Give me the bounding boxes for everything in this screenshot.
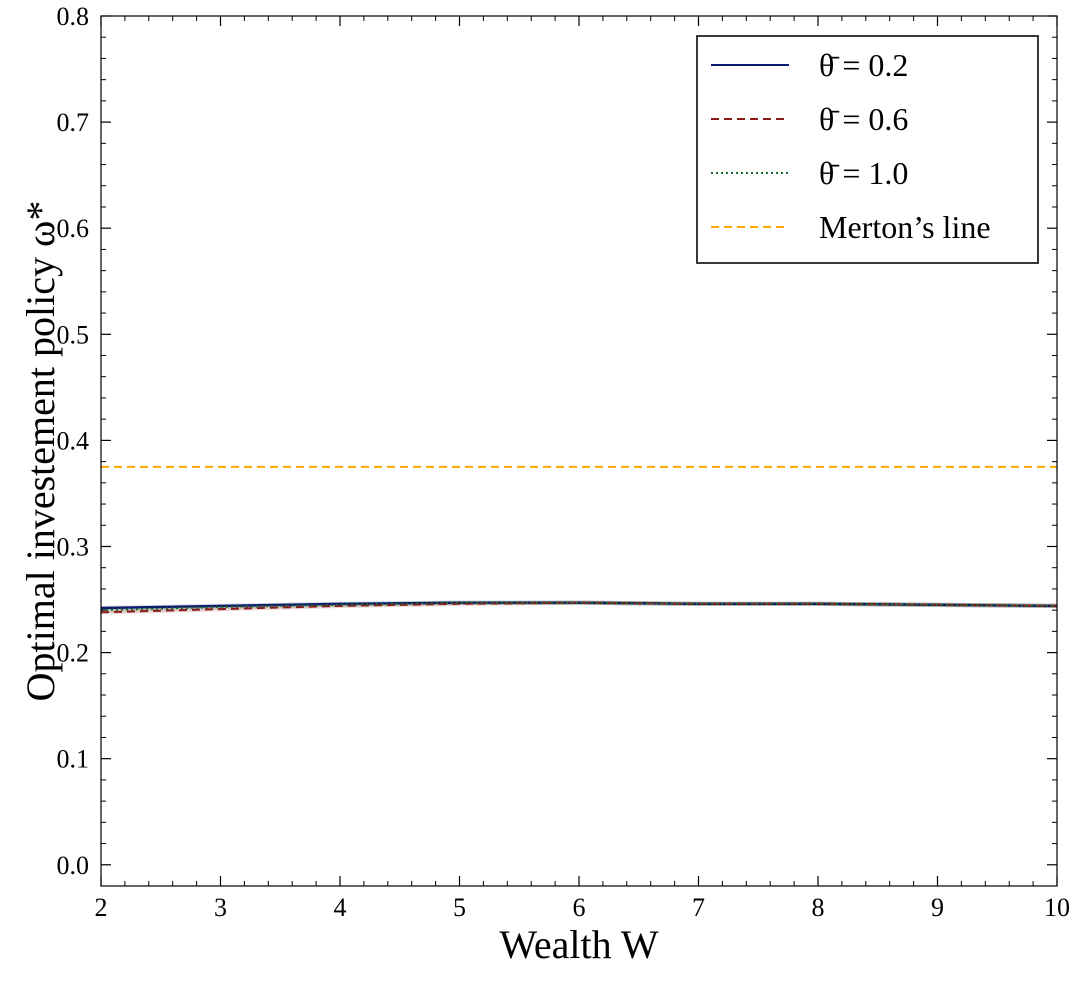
axis-ticks [100, 15, 1058, 887]
legend-box [696, 35, 1039, 264]
x-tick-label: 8 [812, 893, 825, 922]
x-tick-label: 9 [931, 893, 944, 922]
y-tick-label: 0.2 [57, 639, 90, 668]
y-axis-title-text: Optimal investement policy ω* [18, 201, 63, 702]
y-tick-label: 0.7 [57, 108, 90, 137]
y-tick-label: 0.3 [57, 532, 90, 561]
y-tick-label: 0.1 [57, 745, 90, 774]
series-lines [100, 465, 1058, 614]
y-tick-label: 0.8 [57, 2, 90, 31]
y-tick-labels: 0.0 0.1 0.2 0.3 0.4 0.5 0.6 0.7 0.8 [57, 2, 90, 880]
legend-label-1: θ̄ = 0.6 [819, 101, 908, 137]
legend-items: θ̄ = 0.2 θ̄ = 0.6 θ̄ = 1.0 Merton’s line [711, 47, 991, 245]
y-tick-label: 0.5 [57, 320, 90, 349]
y-tick-label: 0.0 [57, 851, 90, 880]
legend-label-3: Merton’s line [819, 209, 991, 245]
x-tick-label: 5 [453, 893, 466, 922]
y-axis-title: Optimal investement policy ω* [18, 201, 63, 702]
y-tick-label: 0.6 [57, 214, 90, 243]
series-line-2 [100, 601, 1058, 612]
legend-label-2: θ̄ = 1.0 [819, 155, 908, 191]
x-axis-title: Wealth W [499, 922, 659, 967]
x-tick-label: 4 [334, 893, 347, 922]
x-tick-label: 2 [95, 893, 108, 922]
x-tick-label: 7 [692, 893, 705, 922]
x-tick-label: 3 [214, 893, 227, 922]
x-tick-labels: 2 3 4 5 6 7 8 9 10 [95, 893, 1071, 922]
legend: θ̄ = 0.2 θ̄ = 0.6 θ̄ = 1.0 Merton’s line [696, 35, 1039, 264]
y-tick-label: 0.4 [57, 426, 90, 455]
legend-label-0: θ̄ = 0.2 [819, 47, 908, 83]
x-tick-label: 6 [573, 893, 586, 922]
x-axis-title-text: Wealth W [499, 922, 659, 967]
x-tick-label: 10 [1044, 893, 1070, 922]
